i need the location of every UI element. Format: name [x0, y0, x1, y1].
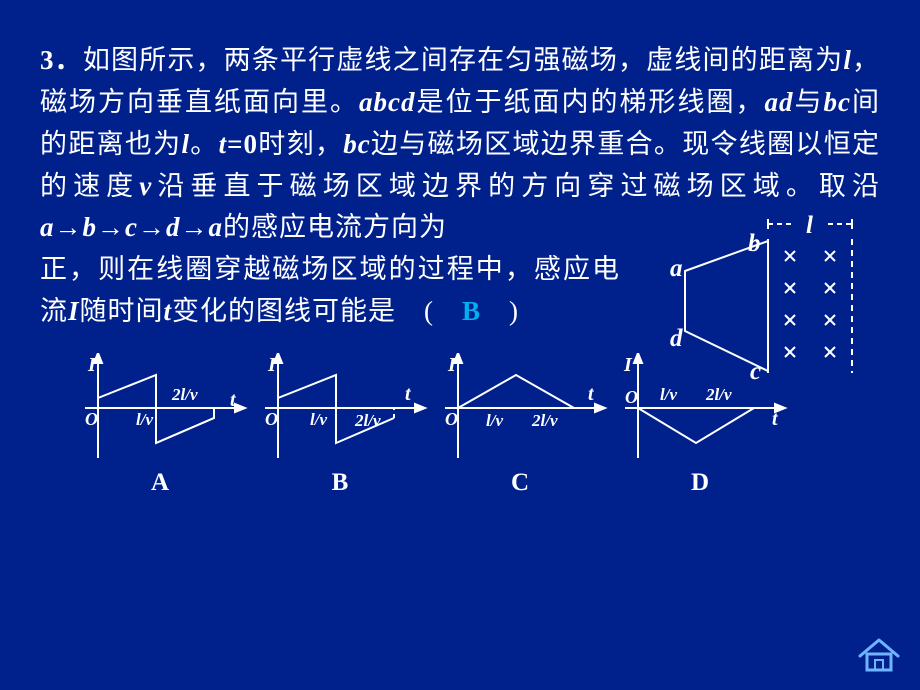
graph-C: I O t l/v 2l/v — [430, 353, 610, 463]
sym-ad: ad — [765, 87, 794, 117]
label-a: a — [670, 255, 684, 282]
svg-text:t: t — [588, 383, 595, 405]
svg-text:O: O — [445, 409, 458, 429]
slide-content: 3．如图所示，两条平行虚线之间存在匀强磁场，虚线间的距离为l，磁场方向垂直纸面向… — [0, 0, 920, 497]
label-B: B — [332, 469, 349, 497]
svg-text:l/v: l/v — [310, 410, 327, 429]
svg-text:l/v: l/v — [486, 411, 503, 430]
options-row: I O t l/v 2l/v A — [40, 353, 620, 497]
t: 沿垂直于磁场区域边界的方向穿过磁场区域。取沿 — [152, 171, 880, 201]
svg-text:2l/v: 2l/v — [531, 411, 558, 430]
svg-text:l/v: l/v — [136, 410, 153, 429]
svg-text:t: t — [405, 383, 412, 405]
option-C: I O t l/v 2l/v C — [430, 353, 610, 497]
sym-I: I — [68, 296, 80, 326]
t: 是位于纸面内的梯形线圈， — [416, 87, 765, 117]
option-B: I O t l/v 2l/v B — [250, 353, 430, 497]
graph-D: I O t l/v 2l/v — [610, 353, 790, 463]
sym-abcd: abcd — [359, 87, 415, 117]
t: 随时间 — [80, 296, 164, 326]
t: 与 — [794, 87, 824, 117]
option-A: I O t l/v 2l/v A — [70, 353, 250, 497]
label-A: A — [151, 469, 169, 497]
svg-text:O: O — [625, 387, 638, 407]
label-d: d — [670, 325, 684, 352]
t: 。 — [190, 129, 219, 159]
label-C: C — [511, 469, 529, 497]
svg-text:O: O — [265, 409, 278, 429]
svg-text:I: I — [623, 354, 633, 376]
sym-bc: bc — [824, 87, 851, 117]
sym-v: v — [139, 171, 152, 201]
t: ) — [481, 296, 519, 326]
graph-A: I O t l/v 2l/v — [70, 353, 250, 463]
svg-text:2l/v: 2l/v — [354, 411, 381, 430]
graph-B: I O t l/v 2l/v — [250, 353, 430, 463]
svg-text:2l/v: 2l/v — [171, 385, 198, 404]
sym-l: l — [843, 45, 852, 75]
svg-text:O: O — [85, 409, 98, 429]
home-icon[interactable] — [856, 634, 902, 674]
svg-text:l/v: l/v — [660, 385, 677, 404]
answer-line: 正，则在线圈穿越磁场区域的过程中，感应电流I随时间t变化的图线可能是 ( B ) — [40, 249, 620, 333]
svg-text:I: I — [267, 354, 277, 376]
option-D: I O t l/v 2l/v D — [610, 353, 790, 497]
sym-t: t — [219, 129, 228, 159]
label-D: D — [691, 469, 709, 497]
label-l: l — [806, 212, 814, 239]
sym-bc: bc — [343, 129, 370, 159]
sym-arrows: a→b→c→d→a — [40, 212, 223, 242]
answer-letter: B — [462, 296, 481, 326]
t: 变化的图线可能是 ( — [172, 296, 462, 326]
svg-text:I: I — [447, 354, 457, 376]
svg-text:I: I — [87, 354, 97, 376]
t: 如图所示，两条平行虚线之间存在匀强磁场，虚线间的距离为 — [83, 45, 844, 75]
svg-text:2l/v: 2l/v — [705, 385, 732, 404]
q-number: 3． — [40, 45, 83, 75]
question-text: 3．如图所示，两条平行虚线之间存在匀强磁场，虚线间的距离为l，磁场方向垂直纸面向… — [40, 40, 880, 333]
sym-t: t — [164, 296, 173, 326]
eq0: =0 — [227, 129, 258, 159]
t: 时刻， — [258, 129, 343, 159]
t: 的感应电流方向为 — [223, 212, 447, 242]
label-b: b — [748, 230, 762, 257]
sym-l: l — [181, 129, 190, 159]
